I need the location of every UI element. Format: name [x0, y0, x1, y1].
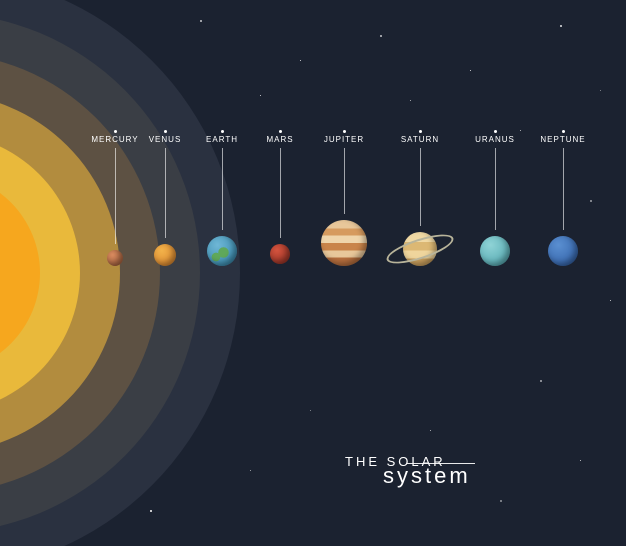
planet-body — [548, 236, 578, 266]
star — [310, 410, 311, 411]
label-line — [420, 148, 421, 226]
star — [260, 95, 261, 96]
star — [540, 380, 542, 382]
planet-mars: MARS — [250, 130, 310, 264]
star — [430, 430, 431, 431]
label-line — [222, 148, 223, 230]
planet-label: VENUS — [149, 135, 182, 144]
planet-body — [403, 232, 437, 266]
planet-label: MERCURY — [91, 135, 138, 144]
planet-uranus: URANUS — [465, 130, 525, 266]
label-line — [165, 148, 166, 238]
label-dot — [494, 130, 497, 133]
star — [560, 25, 562, 27]
star — [200, 20, 202, 22]
label-line — [115, 148, 116, 244]
star — [410, 100, 411, 101]
planet-venus: VENUS — [135, 130, 195, 266]
star — [580, 460, 581, 461]
planet-label: NEPTUNE — [540, 135, 585, 144]
planet-earth: EARTH — [192, 130, 252, 266]
planet-label: SATURN — [401, 135, 439, 144]
label-dot — [221, 130, 224, 133]
star — [250, 470, 251, 471]
planet-body — [107, 250, 123, 266]
star — [300, 60, 301, 61]
star — [150, 510, 152, 512]
planet-neptune: NEPTUNE — [533, 130, 593, 266]
planet-label: JUPITER — [324, 135, 364, 144]
label-line — [495, 148, 496, 230]
title-divider — [407, 463, 475, 464]
label-line — [280, 148, 281, 238]
solar-system-diagram: MERCURY VENUS EARTH MARS JUPITER SATURN URANUS… — [0, 0, 626, 546]
label-dot — [419, 130, 422, 133]
label-line — [563, 148, 564, 230]
planet-label: URANUS — [475, 135, 515, 144]
planet-body — [207, 236, 237, 266]
planet-saturn: SATURN — [390, 130, 450, 266]
planet-label: EARTH — [206, 135, 238, 144]
title-line2: system — [383, 466, 475, 486]
star — [500, 500, 502, 502]
planet-body — [154, 244, 176, 266]
label-dot — [164, 130, 167, 133]
label-dot — [114, 130, 117, 133]
planet-jupiter: JUPITER — [314, 130, 374, 266]
star — [600, 90, 601, 91]
planet-body — [321, 220, 367, 266]
label-dot — [343, 130, 346, 133]
saturn-ring — [384, 229, 457, 270]
label-dot — [562, 130, 565, 133]
label-line — [344, 148, 345, 214]
planet-body — [270, 244, 290, 264]
star — [380, 35, 382, 37]
planet-body — [480, 236, 510, 266]
label-dot — [279, 130, 282, 133]
star — [470, 70, 471, 71]
planet-label: MARS — [266, 135, 293, 144]
star — [610, 300, 611, 301]
title: THE SOLARsystem — [345, 454, 475, 486]
